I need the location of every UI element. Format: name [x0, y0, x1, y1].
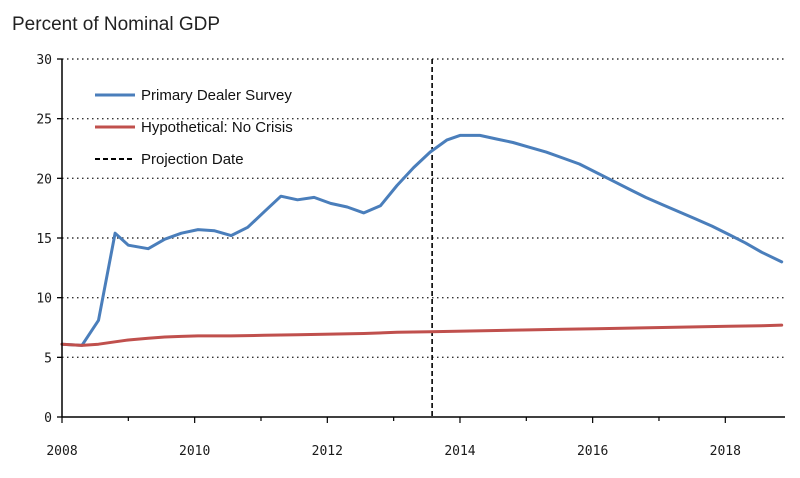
- legend-label: Projection Date: [141, 151, 244, 168]
- series-line-0: [60, 133, 784, 347]
- y-tick-label: 0: [44, 411, 52, 426]
- x-tick-label: 2008: [46, 444, 77, 459]
- y-tick-label: 10: [36, 292, 52, 307]
- y-tick-label: 15: [36, 232, 52, 247]
- series-lines: [60, 133, 784, 347]
- legend-label: Primary Dealer Survey: [141, 87, 292, 104]
- x-tick-label: 2018: [710, 444, 741, 459]
- y-tick-labels: 0 5 10 15 20 25 30: [36, 53, 52, 426]
- series-line-1: [60, 323, 784, 347]
- y-tick-label: 30: [36, 53, 52, 68]
- y-axis-title: Percent of Nominal GDP: [12, 14, 220, 35]
- y-tick-label: 5: [44, 351, 52, 366]
- x-tick-label: 2012: [312, 444, 343, 459]
- x-tick-label: 2010: [179, 444, 210, 459]
- gridlines: [62, 58, 785, 359]
- legend-label: Hypothetical: No Crisis: [141, 119, 293, 136]
- x-tick-label: 2016: [577, 444, 608, 459]
- axes: [57, 58, 785, 423]
- x-tick-labels: 2008 2010 2012 2014 2016 2018: [46, 444, 741, 459]
- legend: Primary Dealer Survey Hypothetical: No Cr…: [95, 87, 293, 168]
- x-tick-label: 2014: [444, 444, 475, 459]
- y-tick-label: 20: [36, 172, 52, 187]
- y-tick-label: 25: [36, 113, 52, 128]
